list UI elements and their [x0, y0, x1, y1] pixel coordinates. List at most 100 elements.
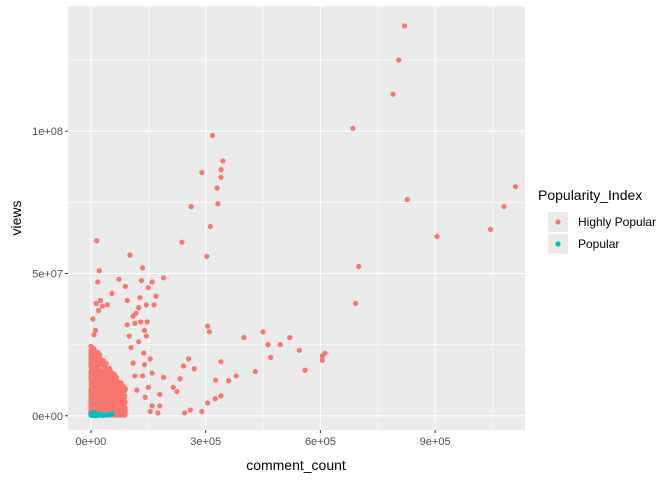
point-highly-popular	[116, 407, 122, 413]
point-highly-popular	[90, 316, 96, 322]
point-highly-popular	[116, 276, 122, 282]
point-highly-popular	[352, 300, 359, 306]
point-highly-popular	[88, 387, 94, 393]
point-highly-popular	[139, 265, 146, 271]
point-highly-popular	[188, 204, 194, 210]
point-highly-popular	[96, 268, 102, 274]
point-highly-popular	[185, 356, 192, 362]
point-highly-popular	[138, 319, 144, 325]
point-highly-popular	[95, 279, 101, 285]
point-highly-popular	[103, 360, 109, 367]
point-highly-popular	[91, 332, 97, 338]
point-highly-popular	[296, 347, 302, 353]
point-highly-popular	[143, 302, 149, 308]
point-highly-popular	[97, 297, 104, 304]
point-highly-popular	[404, 196, 410, 203]
point-highly-popular	[96, 362, 103, 368]
point-highly-popular	[120, 408, 126, 414]
point-highly-popular	[134, 387, 140, 393]
point-highly-popular	[95, 307, 102, 314]
point-highly-popular	[127, 252, 133, 258]
point-highly-popular	[102, 407, 108, 413]
point-popular	[109, 411, 115, 417]
point-highly-popular	[260, 329, 266, 335]
legend-marker-highly-popular	[555, 219, 561, 225]
point-highly-popular	[487, 226, 494, 232]
point-highly-popular	[268, 354, 274, 361]
point-highly-popular	[95, 400, 101, 406]
point-highly-popular	[207, 223, 213, 230]
point-highly-popular	[132, 373, 138, 379]
point-highly-popular	[161, 374, 167, 380]
point-highly-popular	[130, 360, 136, 366]
point-highly-popular	[142, 394, 148, 400]
point-highly-popular	[226, 378, 232, 384]
point-highly-popular	[89, 401, 95, 407]
point-highly-popular	[149, 370, 155, 376]
point-highly-popular	[302, 367, 308, 373]
point-highly-popular	[157, 403, 163, 409]
point-highly-popular	[115, 378, 121, 385]
point-highly-popular	[99, 303, 106, 309]
point-highly-popular	[204, 253, 210, 260]
point-highly-popular	[124, 297, 130, 304]
point-highly-popular	[155, 410, 161, 416]
point-highly-popular	[218, 359, 224, 365]
point-highly-popular	[88, 406, 95, 412]
point-highly-popular	[206, 329, 213, 335]
point-highly-popular	[350, 125, 356, 131]
point-highly-popular	[287, 334, 293, 341]
point-highly-popular	[233, 373, 239, 379]
point-highly-popular	[180, 363, 187, 369]
x-axis-title: comment_count	[246, 457, 346, 473]
x-axis-ticks: 0e+00 3e+05 6e+05 9e+05	[75, 430, 451, 448]
point-highly-popular	[141, 361, 148, 368]
point-highly-popular	[109, 404, 116, 410]
point-highly-popular	[204, 400, 211, 406]
y-tick-label: 0e+00	[32, 411, 63, 423]
point-popular	[95, 411, 102, 417]
point-highly-popular	[88, 368, 94, 375]
point-highly-popular	[170, 384, 176, 390]
point-highly-popular	[99, 399, 106, 405]
point-highly-popular	[215, 201, 221, 207]
legend: Popularity_Index Highly Popular Popular	[538, 187, 656, 254]
point-highly-popular	[90, 391, 96, 398]
point-highly-popular	[434, 233, 440, 240]
point-highly-popular	[151, 302, 157, 308]
point-highly-popular	[88, 355, 94, 361]
point-highly-popular	[187, 407, 193, 413]
point-highly-popular	[92, 327, 99, 334]
point-highly-popular	[122, 283, 128, 289]
point-highly-popular	[147, 356, 153, 362]
point-highly-popular	[141, 350, 147, 356]
data-points	[88, 23, 519, 419]
point-highly-popular	[105, 384, 111, 391]
point-highly-popular	[177, 376, 183, 382]
point-highly-popular	[145, 285, 151, 291]
point-highly-popular	[94, 374, 100, 380]
point-highly-popular	[356, 263, 362, 269]
point-highly-popular	[501, 204, 507, 210]
legend-title: Popularity_Index	[538, 187, 642, 203]
point-highly-popular	[111, 374, 117, 380]
point-highly-popular	[157, 391, 163, 398]
point-highly-popular	[149, 403, 155, 409]
point-highly-popular	[136, 339, 142, 345]
point-highly-popular	[108, 378, 114, 385]
point-highly-popular	[199, 408, 205, 415]
point-highly-popular	[218, 393, 224, 399]
point-highly-popular	[214, 185, 220, 191]
point-highly-popular	[104, 396, 110, 403]
point-highly-popular	[390, 91, 396, 97]
x-tick-label: 0e+00	[75, 436, 106, 448]
point-highly-popular	[102, 371, 108, 377]
point-highly-popular	[138, 278, 145, 284]
point-highly-popular	[94, 238, 100, 244]
point-highly-popular	[401, 23, 408, 29]
point-highly-popular	[252, 369, 258, 375]
point-highly-popular	[199, 169, 205, 176]
legend-marker-popular	[555, 241, 561, 247]
